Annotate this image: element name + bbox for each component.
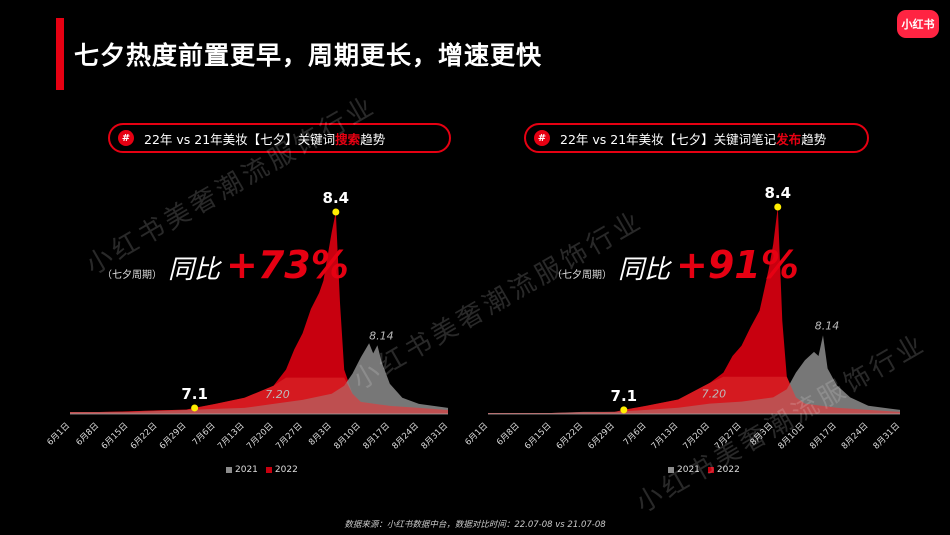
- yoy-callout-search: （七夕周期） 同比 +73%: [102, 243, 349, 287]
- pill-text: 22年 vs 21年美妆【七夕】关键词笔记发布趋势: [560, 131, 827, 147]
- legend-item-2021: 2021: [226, 465, 258, 475]
- yoy-period-label: （七夕周期）: [102, 270, 162, 281]
- annotation-label: 7.1: [611, 387, 638, 405]
- x-tick-label: 8月10日: [332, 421, 363, 452]
- x-tick-label: 6月29日: [158, 421, 189, 452]
- x-tick-label: 7月13日: [650, 421, 681, 452]
- x-tick-label: 8月31日: [420, 421, 451, 452]
- annotation-label: 8.4: [764, 184, 791, 202]
- x-tick-label: 6月8日: [495, 421, 522, 448]
- yoy-value: +91%: [676, 243, 799, 287]
- xiaohongshu-logo: 小红书: [897, 10, 939, 38]
- legend-item-2021: 2021: [668, 465, 700, 475]
- peak-marker: [332, 208, 340, 216]
- peak-marker: [620, 406, 628, 414]
- yoy-callout-post: （七夕周期） 同比 +91%: [552, 243, 799, 287]
- x-tick-label: 8月3日: [307, 421, 334, 448]
- x-tick-label: 6月22日: [555, 421, 586, 452]
- legend-item-2022: 2022: [265, 465, 298, 475]
- chart-title-pill-search: # 22年 vs 21年美妆【七夕】关键词搜索趋势: [108, 123, 451, 153]
- legend-post: 2021 2022: [668, 465, 748, 475]
- x-tick-label: 8月17日: [361, 421, 392, 452]
- series-area-2021: [488, 335, 900, 414]
- annotation-label: 7.20: [702, 388, 727, 401]
- x-tick-label: 6月22日: [129, 421, 160, 452]
- x-tick-label: 7月27日: [274, 421, 305, 452]
- x-tick-label: 6月15日: [100, 421, 131, 452]
- hash-icon: #: [118, 130, 134, 146]
- annotation-label: 8.14: [369, 329, 394, 342]
- peak-marker: [774, 203, 782, 211]
- x-tick-label: 8月24日: [390, 421, 421, 452]
- x-tick-label: 7月20日: [681, 421, 712, 452]
- pill-text: 22年 vs 21年美妆【七夕】关键词搜索趋势: [144, 131, 386, 147]
- peak-marker: [191, 404, 199, 412]
- series-area-2022-overlay: [70, 377, 448, 414]
- annotation-label: 8.14: [815, 319, 840, 332]
- annotation-label: 7.20: [265, 388, 290, 401]
- x-tick-label: 7月27日: [713, 421, 744, 452]
- series-area-2022-overlay: [488, 376, 900, 414]
- annotation-label: 8.4: [323, 189, 350, 207]
- x-tick-label: 7月13日: [216, 421, 247, 452]
- yoy-label: 同比: [168, 255, 221, 285]
- x-tick-label: 6月1日: [45, 421, 72, 448]
- yoy-period-label: （七夕周期）: [552, 270, 612, 281]
- x-tick-label: 7月20日: [245, 421, 276, 452]
- title-accent-bar: [56, 18, 64, 90]
- x-tick-label: 7月6日: [622, 421, 649, 448]
- x-tick-label: 8月31日: [872, 421, 903, 452]
- chart-title-pill-post: # 22年 vs 21年美妆【七夕】关键词笔记发布趋势: [524, 123, 869, 153]
- x-tick-label: 8月24日: [840, 421, 871, 452]
- yoy-label: 同比: [618, 255, 671, 285]
- series-area-2022: [488, 207, 900, 414]
- x-tick-label: 8月3日: [749, 421, 776, 448]
- x-tick-label: 6月15日: [523, 421, 554, 452]
- hash-icon: #: [534, 130, 550, 146]
- x-tick-label: 6月29日: [586, 421, 617, 452]
- data-source-note: 数据来源：小红书数据中台，数据对比时间：22.07-08 vs 21.07-08: [344, 520, 606, 530]
- yoy-value: +73%: [226, 243, 349, 287]
- x-tick-label: 6月1日: [463, 421, 490, 448]
- legend-item-2022: 2022: [707, 465, 740, 475]
- annotation-label: 7.1: [181, 385, 208, 403]
- legend-search: 2021 2022: [226, 465, 306, 475]
- page-title: 七夕热度前置更早，周期更长，增速更快: [74, 41, 543, 70]
- x-tick-label: 7月6日: [191, 421, 218, 448]
- x-tick-label: 8月17日: [808, 421, 839, 452]
- x-tick-label: 6月8日: [74, 421, 101, 448]
- x-tick-label: 8月10日: [776, 421, 807, 452]
